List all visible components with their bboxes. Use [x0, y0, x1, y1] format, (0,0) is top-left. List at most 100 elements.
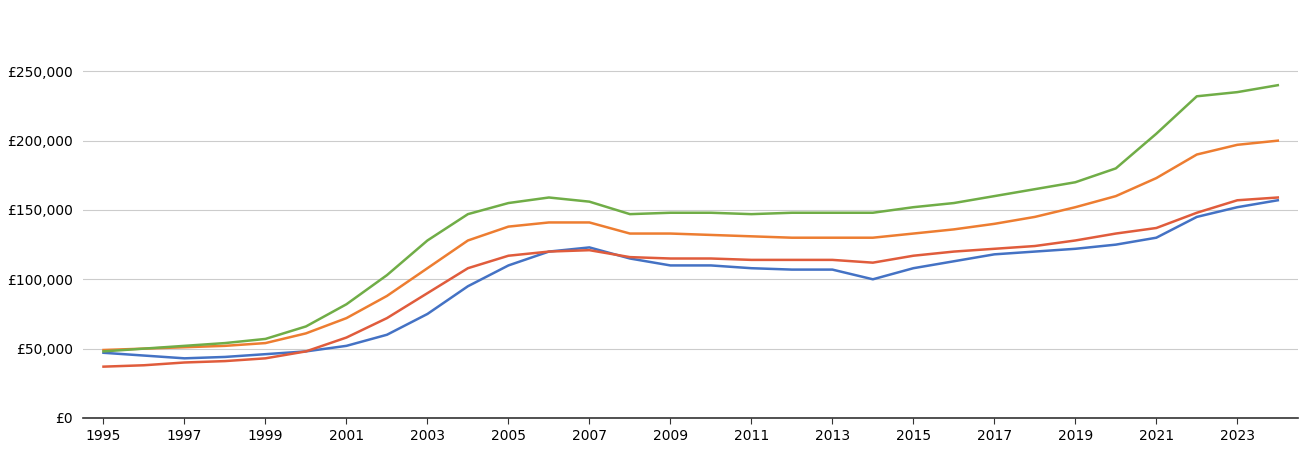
Bradford	[825, 267, 840, 272]
Halifax	[95, 364, 111, 369]
Halifax	[946, 249, 962, 254]
Line: Huddersfield: Huddersfield	[103, 141, 1278, 350]
Bradford	[461, 284, 476, 289]
Bradford	[703, 263, 719, 268]
Huddersfield	[784, 235, 800, 240]
Halifax	[1027, 243, 1043, 249]
Leeds	[1067, 180, 1083, 185]
Bradford	[95, 350, 111, 356]
Huddersfield	[1148, 176, 1164, 181]
Halifax	[542, 249, 557, 254]
Leeds	[1148, 131, 1164, 136]
Leeds	[542, 195, 557, 200]
Bradford	[1189, 214, 1205, 220]
Halifax	[622, 254, 638, 260]
Legend: Bradford, Halifax, Huddersfield, Leeds: Bradford, Halifax, Huddersfield, Leeds	[435, 0, 947, 9]
Leeds	[946, 200, 962, 206]
Bradford	[987, 252, 1002, 257]
Bradford	[501, 263, 517, 268]
Halifax	[1148, 225, 1164, 231]
Line: Halifax: Halifax	[103, 198, 1278, 367]
Huddersfield	[1108, 194, 1124, 199]
Halifax	[1108, 231, 1124, 236]
Huddersfield	[461, 238, 476, 243]
Leeds	[257, 336, 273, 342]
Huddersfield	[298, 331, 313, 336]
Bradford	[542, 249, 557, 254]
Bradford	[946, 259, 962, 264]
Halifax	[501, 253, 517, 258]
Huddersfield	[542, 220, 557, 225]
Leeds	[825, 210, 840, 216]
Halifax	[663, 256, 679, 261]
Halifax	[257, 356, 273, 361]
Leeds	[784, 210, 800, 216]
Huddersfield	[338, 315, 354, 321]
Huddersfield	[1189, 152, 1205, 157]
Huddersfield	[906, 231, 921, 236]
Leeds	[217, 340, 232, 346]
Huddersfield	[1027, 214, 1043, 220]
Leeds	[95, 349, 111, 354]
Leeds	[380, 272, 395, 278]
Huddersfield	[217, 343, 232, 349]
Leeds	[1027, 186, 1043, 192]
Halifax	[461, 266, 476, 271]
Bradford	[420, 311, 436, 317]
Halifax	[1067, 238, 1083, 243]
Halifax	[906, 253, 921, 258]
Leeds	[663, 210, 679, 216]
Bradford	[622, 256, 638, 261]
Leeds	[1189, 94, 1205, 99]
Halifax	[987, 246, 1002, 252]
Huddersfield	[176, 345, 192, 350]
Bradford	[1148, 235, 1164, 240]
Huddersfield	[865, 235, 881, 240]
Leeds	[582, 199, 598, 204]
Halifax	[420, 290, 436, 296]
Leeds	[338, 302, 354, 307]
Bradford	[257, 351, 273, 357]
Leeds	[622, 212, 638, 217]
Bradford	[1108, 242, 1124, 248]
Leeds	[703, 210, 719, 216]
Huddersfield	[1067, 204, 1083, 210]
Bradford	[380, 332, 395, 338]
Huddersfield	[420, 266, 436, 271]
Bradford	[136, 353, 151, 358]
Leeds	[176, 343, 192, 349]
Halifax	[338, 335, 354, 340]
Bradford	[582, 245, 598, 250]
Halifax	[582, 248, 598, 253]
Bradford	[906, 266, 921, 271]
Huddersfield	[622, 231, 638, 236]
Halifax	[865, 260, 881, 265]
Bradford	[1027, 249, 1043, 254]
Halifax	[703, 256, 719, 261]
Huddersfield	[663, 231, 679, 236]
Bradford	[298, 349, 313, 354]
Huddersfield	[703, 232, 719, 238]
Halifax	[784, 257, 800, 263]
Line: Leeds: Leeds	[103, 85, 1278, 351]
Leeds	[298, 324, 313, 329]
Bradford	[865, 277, 881, 282]
Bradford	[338, 343, 354, 349]
Leeds	[136, 346, 151, 351]
Leeds	[420, 238, 436, 243]
Huddersfield	[744, 234, 760, 239]
Huddersfield	[136, 346, 151, 351]
Halifax	[744, 257, 760, 263]
Leeds	[744, 212, 760, 217]
Bradford	[744, 266, 760, 271]
Leeds	[1229, 90, 1245, 95]
Huddersfield	[825, 235, 840, 240]
Line: Bradford: Bradford	[103, 200, 1278, 358]
Huddersfield	[987, 221, 1002, 226]
Huddersfield	[1229, 142, 1245, 148]
Bradford	[1270, 198, 1285, 203]
Bradford	[784, 267, 800, 272]
Halifax	[1270, 195, 1285, 200]
Huddersfield	[95, 347, 111, 353]
Huddersfield	[582, 220, 598, 225]
